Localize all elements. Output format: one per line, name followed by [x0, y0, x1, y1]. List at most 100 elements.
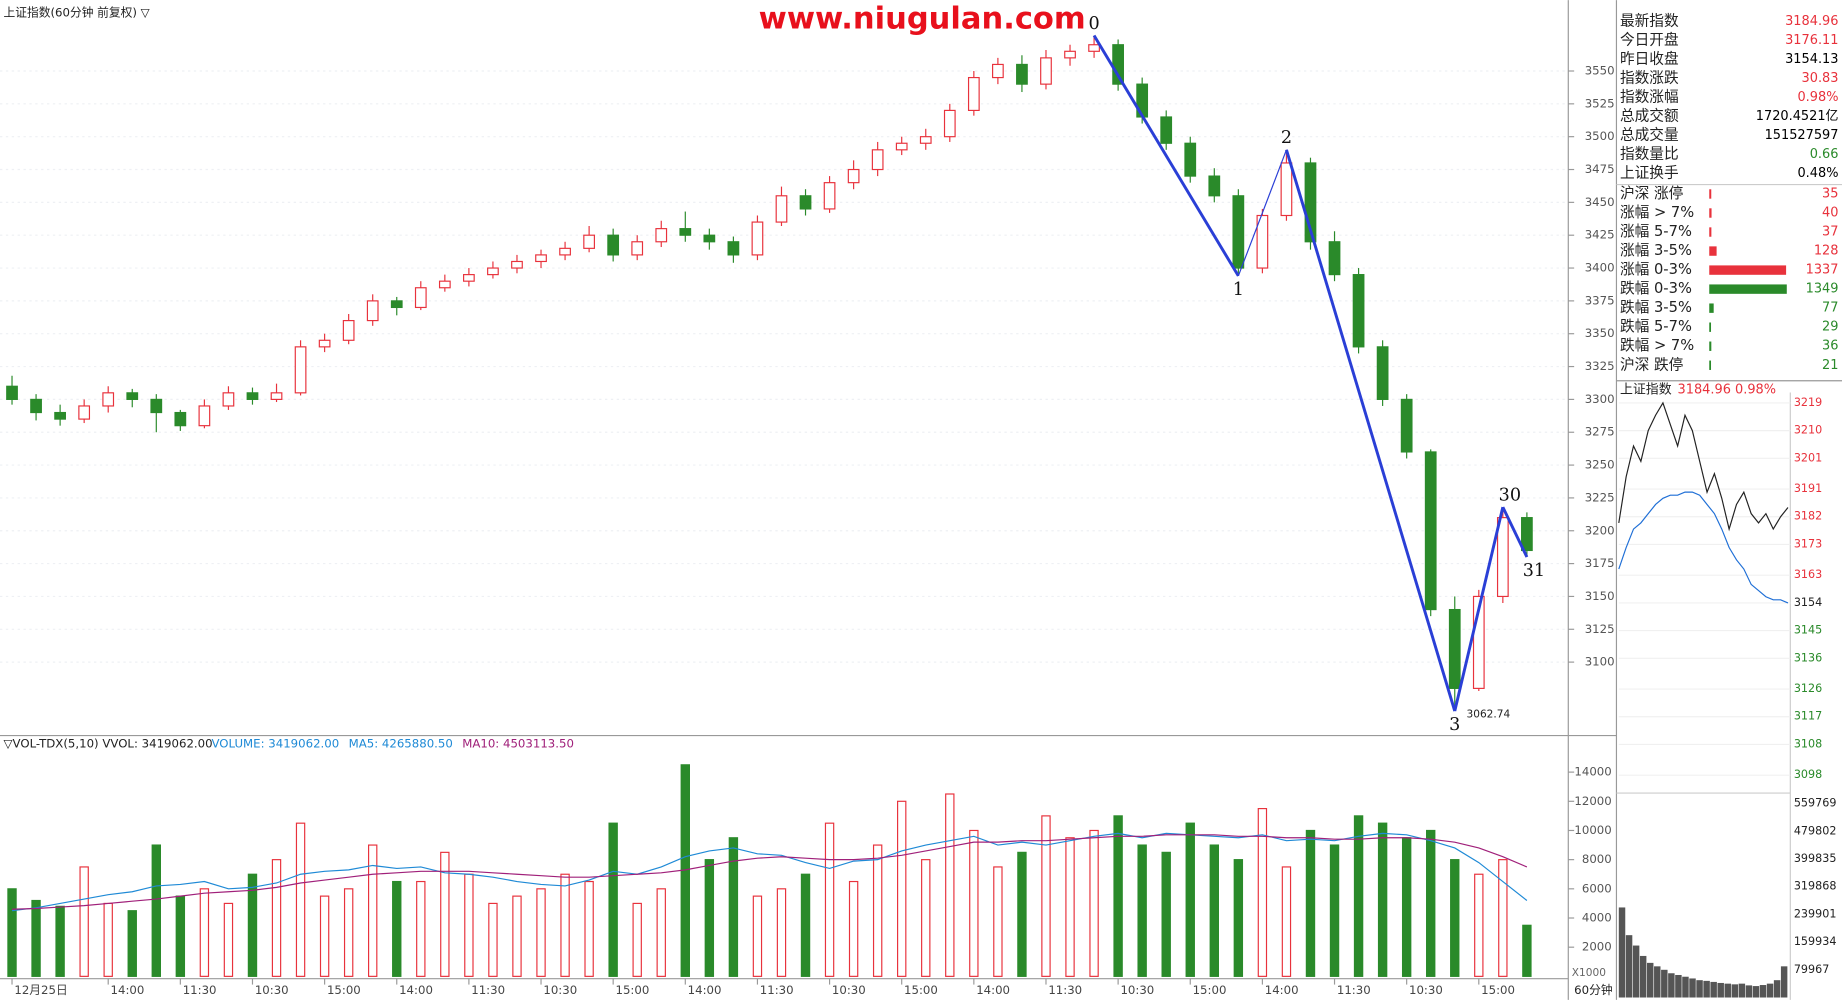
candle-body	[1472, 595, 1485, 689]
breadth-value: 36	[1822, 339, 1838, 354]
y-tick-label: 3475	[1585, 162, 1615, 176]
candle-body	[78, 405, 91, 420]
x-tick-label: 11:30	[760, 983, 794, 997]
volume-bar	[1401, 837, 1412, 977]
quote-label: 上证换手	[1620, 165, 1679, 182]
breadth-label: 涨幅 > 7%	[1620, 204, 1694, 221]
volume-bar	[993, 866, 1003, 977]
wave-label: 1	[1233, 280, 1244, 300]
volume-bar	[1017, 851, 1027, 977]
candle-body	[871, 149, 884, 171]
intraday-volume	[1724, 983, 1731, 998]
y-tick-label: 14000	[1574, 765, 1611, 779]
candle-body	[775, 195, 788, 223]
candle-body	[919, 136, 932, 144]
breadth-bar	[1709, 246, 1717, 256]
intraday-line	[1618, 491, 1789, 604]
volume-bar	[1450, 859, 1460, 977]
volume-bar	[1305, 829, 1316, 977]
candle-body	[366, 300, 379, 322]
candle-body	[1352, 274, 1365, 348]
intraday-volume	[1661, 969, 1668, 998]
breadth-label: 跌幅 0-3%	[1620, 280, 1692, 297]
candle-body	[679, 228, 692, 236]
intraday-volume	[1625, 935, 1633, 998]
mini-title: 上证指数	[1620, 383, 1672, 398]
volume-bar	[1233, 859, 1244, 977]
y-tick-label: 3175	[1585, 556, 1615, 570]
side-panel: 最新指数 3184.96 今日开盘 3176.11 昨日收盘 3154.13 指数涨跌 30.…	[1620, 12, 1839, 373]
candle-body	[535, 254, 547, 263]
volume-bar	[416, 880, 426, 977]
intraday-volume	[1773, 980, 1781, 998]
legend-entry: MA5: 4265880.50	[349, 736, 453, 750]
y-tick-label: 2000	[1582, 940, 1612, 954]
y-tick-label: 10000	[1574, 823, 1611, 837]
quote-value: 3176.11	[1785, 33, 1838, 48]
candle-body	[487, 267, 499, 276]
volume-bar	[969, 829, 979, 977]
intraday-volume	[1675, 974, 1682, 998]
breadth-label: 沪深 涨停	[1620, 185, 1683, 202]
breadth-value: 128	[1814, 244, 1839, 259]
x-tick-label: 10:30	[255, 983, 289, 997]
candle-body	[438, 280, 451, 289]
y-tick-label: 159934	[1794, 935, 1837, 948]
breadth-value: 37	[1822, 225, 1838, 240]
x-tick-label: 11:30	[1337, 983, 1371, 997]
unit-label: X1000	[1572, 967, 1606, 979]
volume-bar	[31, 899, 41, 977]
y-tick-label: 3375	[1585, 293, 1615, 307]
volume-bar	[1185, 822, 1195, 977]
intraday-volume	[1759, 985, 1767, 998]
candle-body	[1328, 241, 1341, 276]
volume-bar	[199, 888, 210, 977]
x-tick-label: 14:00	[976, 983, 1010, 997]
candle-body	[727, 241, 740, 256]
candle-body	[174, 411, 187, 427]
volume-bar	[440, 851, 450, 977]
candle-body	[967, 76, 980, 111]
y-tick-label: 399835	[1794, 852, 1837, 865]
intraday-volume	[1654, 966, 1661, 998]
candle-body	[1521, 517, 1533, 552]
volume-bar	[1113, 815, 1123, 977]
volume-bar	[103, 902, 113, 977]
candle-body	[1400, 398, 1413, 453]
volume-bar	[608, 822, 618, 977]
quote-value: 0.66	[1810, 147, 1839, 162]
volume-bar	[175, 895, 186, 977]
quote-value: 3184.96	[1785, 14, 1838, 29]
candle-body	[390, 300, 403, 309]
candle-body	[246, 392, 259, 400]
volume-bar	[127, 910, 137, 977]
volume-bar	[1498, 859, 1508, 977]
volume-bar	[656, 888, 666, 977]
quote-label: 指数涨跌	[1620, 69, 1679, 86]
candle-body	[1256, 214, 1269, 269]
y-tick-label: 3500	[1585, 129, 1615, 143]
candle-body	[751, 221, 764, 256]
intraday-volume	[1780, 966, 1788, 998]
volume-bar	[368, 844, 378, 977]
candle-body	[1208, 175, 1221, 197]
y-tick-label: 3325	[1585, 359, 1615, 373]
candle-body	[54, 411, 66, 420]
y-tick-label: 3225	[1585, 490, 1615, 504]
candle-body	[992, 63, 1004, 79]
y-tick-label: 3350	[1585, 326, 1615, 340]
period-label: 60分钟	[1574, 983, 1612, 997]
indicator-label: ▽VOL-TDX(5,10) VVOL: 3419062.00	[4, 736, 213, 750]
x-tick-label: 11:30	[471, 983, 505, 997]
breadth-bar	[1709, 360, 1712, 370]
volume-bar	[271, 859, 282, 977]
volume-bar	[151, 844, 161, 977]
intraday-volume	[1682, 976, 1689, 998]
intraday-volume	[1668, 973, 1675, 998]
y-tick-label: 12000	[1574, 794, 1611, 808]
y-tick-label: 3525	[1585, 96, 1615, 110]
intraday-volume	[1703, 980, 1710, 998]
y-tick-label: 479802	[1794, 824, 1837, 837]
volume-bar	[1209, 844, 1219, 977]
